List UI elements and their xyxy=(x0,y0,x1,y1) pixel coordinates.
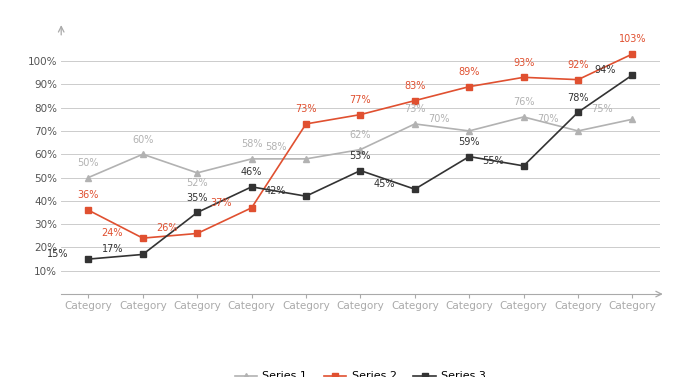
Text: 17%: 17% xyxy=(101,244,123,254)
Text: 73%: 73% xyxy=(295,104,317,114)
Text: 78%: 78% xyxy=(567,93,589,103)
Legend: Series 1, Series 2, Series 3: Series 1, Series 2, Series 3 xyxy=(231,367,490,377)
Text: 58%: 58% xyxy=(241,139,262,149)
Text: 70%: 70% xyxy=(537,114,558,124)
Text: 35%: 35% xyxy=(186,193,208,203)
Text: 70%: 70% xyxy=(428,114,449,124)
Text: 103%: 103% xyxy=(619,34,646,44)
Text: 45%: 45% xyxy=(373,179,395,189)
Text: 89%: 89% xyxy=(458,67,480,77)
Text: 52%: 52% xyxy=(186,178,208,188)
Text: 36%: 36% xyxy=(78,190,99,201)
Text: 53%: 53% xyxy=(350,151,371,161)
Text: 83%: 83% xyxy=(404,81,426,91)
Text: 60%: 60% xyxy=(132,135,154,144)
Text: 92%: 92% xyxy=(567,60,589,70)
Text: 24%: 24% xyxy=(101,228,123,238)
Text: 15%: 15% xyxy=(47,249,69,259)
Text: 75%: 75% xyxy=(591,104,613,114)
Text: 62%: 62% xyxy=(350,130,371,140)
Text: 55%: 55% xyxy=(482,156,504,166)
Text: 59%: 59% xyxy=(458,137,480,147)
Text: 94%: 94% xyxy=(594,65,615,75)
Text: 58%: 58% xyxy=(265,142,286,152)
Text: 26%: 26% xyxy=(156,224,177,233)
Text: 37%: 37% xyxy=(210,198,232,208)
Text: 76%: 76% xyxy=(513,97,534,107)
Text: 50%: 50% xyxy=(78,158,99,168)
Text: 46%: 46% xyxy=(241,167,262,177)
Text: 73%: 73% xyxy=(404,104,426,114)
Text: 93%: 93% xyxy=(513,58,534,67)
Text: 42%: 42% xyxy=(265,186,286,196)
Text: 77%: 77% xyxy=(350,95,371,105)
